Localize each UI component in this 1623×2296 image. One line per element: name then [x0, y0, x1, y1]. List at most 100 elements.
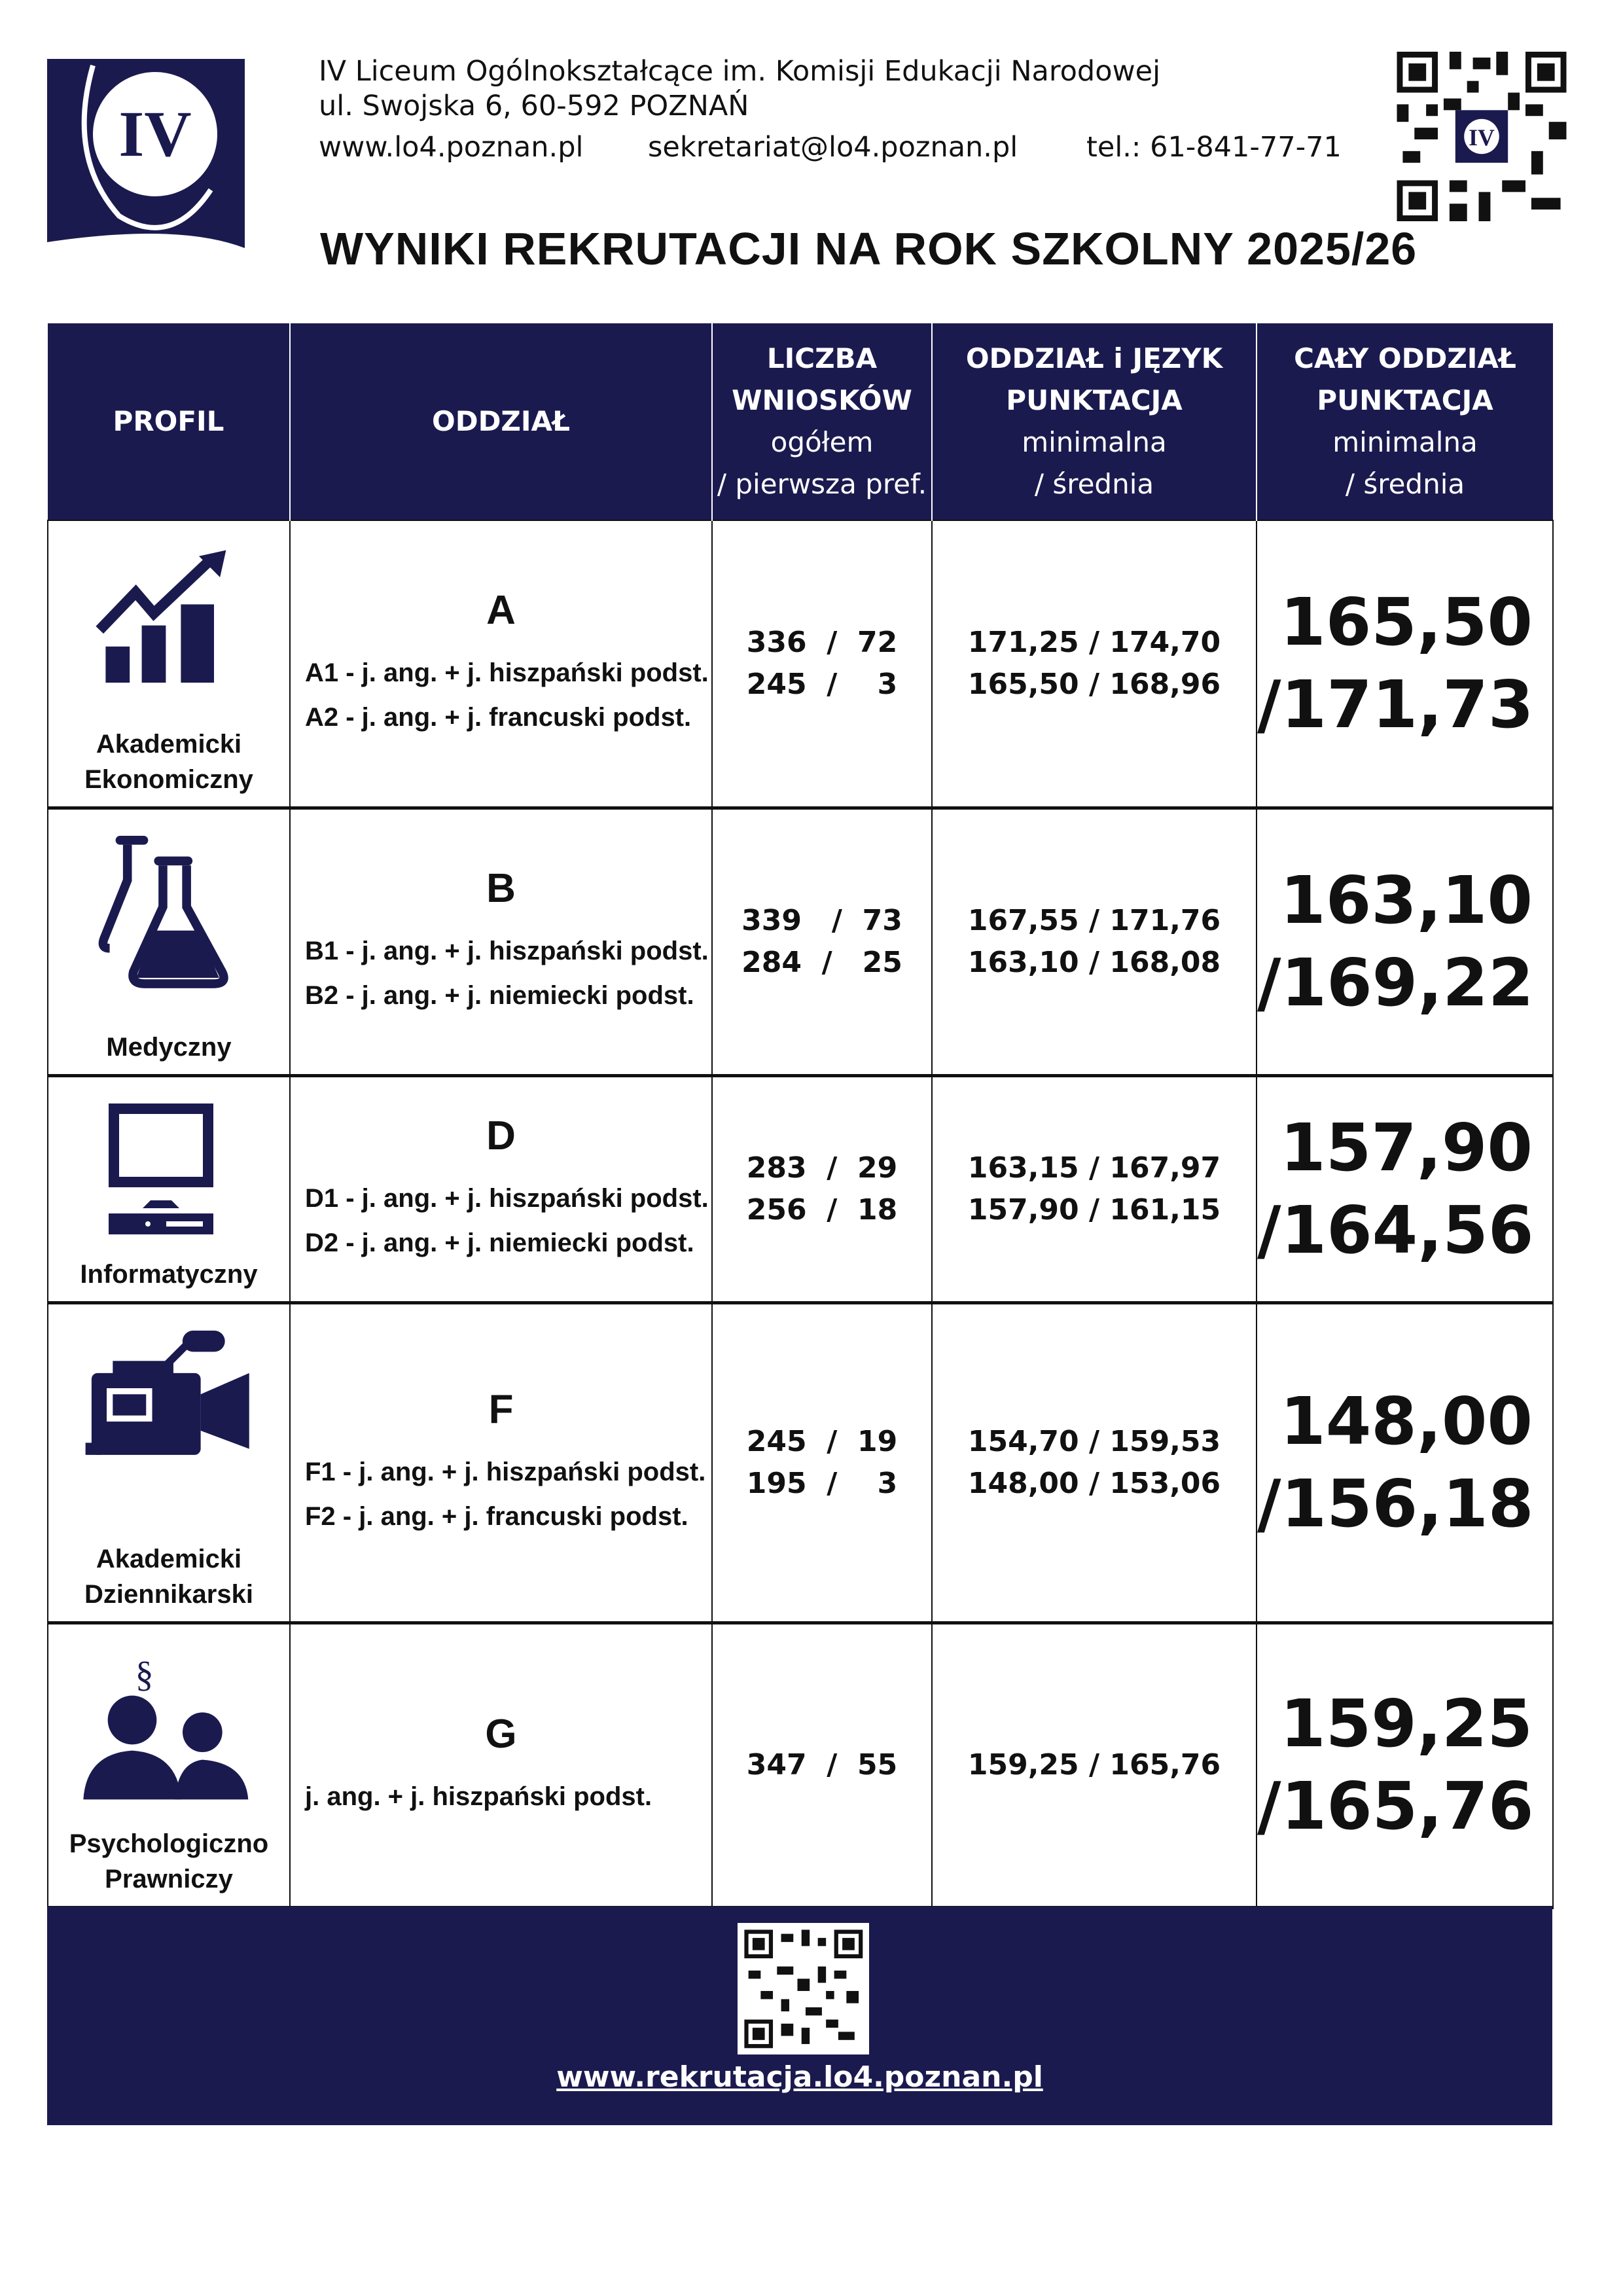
scores-1: 167,55 / 171,76 — [967, 903, 1221, 937]
applications-1: 339 / 73 — [741, 903, 902, 937]
subclass-2: D2 - j. ang. + j. niemiecki podst. — [305, 1229, 694, 1257]
header-profil: PROFIL — [48, 323, 290, 520]
scores-2: 157,90 / 161,15 — [967, 1193, 1221, 1227]
applications-cell: 347 / 55 — [711, 1622, 933, 1909]
scores-1: 154,70 / 159,53 — [967, 1424, 1221, 1458]
total-avg: /169,22 — [1257, 944, 1534, 1021]
applications-2: 195 / 3 — [746, 1466, 898, 1500]
qr-code: IV — [1397, 52, 1567, 221]
profile-cell: Akademicki Ekonomiczny — [47, 520, 291, 810]
subclass-2: F2 - j. ang. + j. francuski podst. — [305, 1502, 688, 1531]
table-header-row: PROFIL ODDZIAŁ LICZBA WNIOSKÓW ogółem / pie… — [48, 323, 1553, 520]
total-scores-cell: 163,10 /169,22 — [1256, 807, 1554, 1077]
total-min: 157,90 — [1280, 1109, 1533, 1186]
subclass-1: D1 - j. ang. + j. hiszpański podst. — [305, 1184, 709, 1213]
profile-label: Informatyczny — [80, 1259, 258, 1289]
applications-1: 347 / 55 — [746, 1748, 898, 1782]
applications-cell: 245 / 19 195 / 3 — [711, 1302, 933, 1624]
total-avg: /165,76 — [1257, 1767, 1534, 1844]
language-scores-cell: 159,25 / 165,76 — [931, 1622, 1257, 1909]
qr-code-footer — [738, 1923, 869, 2054]
total-min: 148,00 — [1280, 1382, 1533, 1460]
people-law-icon: § — [48, 1651, 289, 1814]
subclass-1: B1 - j. ang. + j. hiszpański podst. — [305, 937, 709, 965]
header-liczba: LICZBA WNIOSKÓW ogółem / pierwsza pref. — [711, 323, 932, 520]
table-row: Medyczny B B1 - j. ang. + j. hiszpański … — [47, 807, 1554, 1077]
header-jezyk: ODDZIAŁ i JĘZYK PUNKTACJA minimalna / średn… — [931, 323, 1257, 520]
footer: www.rekrutacja.lo4.poznan.pl — [47, 1907, 1552, 2125]
class-letter: A — [486, 588, 516, 634]
class-cell: F F1 - j. ang. + j. hiszpański podst. F2… — [289, 1302, 713, 1624]
total-min: 163,10 — [1280, 861, 1533, 939]
applications-1: 336 / 72 — [746, 625, 898, 659]
total-min: 165,50 — [1280, 583, 1533, 660]
website-link[interactable]: www.lo4.poznan.pl — [319, 131, 584, 164]
language-scores-cell: 167,55 / 171,76 163,10 / 168,08 — [931, 807, 1257, 1077]
applications-2: 284 / 25 — [741, 945, 902, 979]
class-letter: F — [488, 1387, 514, 1432]
class-cell: B B1 - j. ang. + j. hiszpański podst. B2… — [289, 807, 713, 1077]
applications-2: 256 / 18 — [746, 1193, 898, 1227]
video-camera-icon — [48, 1330, 289, 1481]
svg-text:§: § — [135, 1654, 154, 1695]
profile-cell: Akademicki Dziennikarski — [47, 1302, 291, 1624]
class-cell: A A1 - j. ang. + j. hiszpański podst. A2… — [289, 520, 713, 810]
total-min: 159,25 — [1280, 1685, 1533, 1762]
class-cell: D D1 - j. ang. + j. hiszpański podst. D2… — [289, 1075, 713, 1304]
computer-icon — [48, 1103, 289, 1261]
total-avg: /156,18 — [1257, 1465, 1534, 1542]
applications-2: 245 / 3 — [746, 667, 898, 701]
scores-2: 148,00 / 153,06 — [967, 1466, 1221, 1500]
scores-1: 163,15 / 167,97 — [967, 1151, 1221, 1185]
total-scores-cell: 159,25 /165,76 — [1256, 1622, 1554, 1909]
results-table: PROFIL ODDZIAŁ LICZBA WNIOSKÓW ogółem / pie… — [47, 323, 1554, 1909]
applications-1: 283 / 29 — [746, 1151, 898, 1185]
language-scores-cell: 163,15 / 167,97 157,90 / 161,15 — [931, 1075, 1257, 1304]
language-scores-cell: 171,25 / 174,70 165,50 / 168,96 — [931, 520, 1257, 810]
chart-growth-icon — [48, 547, 289, 704]
profile-cell: Medyczny — [47, 807, 291, 1077]
table-row: Akademicki Dziennikarski F F1 - j. ang. +… — [47, 1302, 1554, 1624]
header-oddzial: ODDZIAŁ — [289, 323, 712, 520]
language-scores-cell: 154,70 / 159,53 148,00 / 153,06 — [931, 1302, 1257, 1624]
total-avg: /171,73 — [1257, 666, 1534, 743]
total-avg: /164,56 — [1257, 1191, 1534, 1268]
svg-text:IV: IV — [1469, 124, 1495, 151]
total-scores-cell: 157,90 /164,56 — [1256, 1075, 1554, 1304]
table-row: § Psychologiczno Prawniczy G j. ang. + j.… — [47, 1622, 1554, 1909]
profile-cell: § Psychologiczno Prawniczy — [47, 1622, 291, 1909]
school-name: IV Liceum Ogólnokształcące im. Komisji E… — [319, 55, 1161, 88]
phone-number: tel.: 61-841-77-71 — [1086, 131, 1342, 164]
applications-1: 245 / 19 — [746, 1424, 898, 1458]
scores-2: 163,10 / 168,08 — [967, 945, 1221, 979]
profile-label: Akademicki Dziennikarski — [84, 1544, 253, 1609]
class-letter: G — [485, 1712, 517, 1757]
table-row: Akademicki Ekonomiczny A A1 - j. ang. + j… — [47, 520, 1554, 810]
applications-cell: 339 / 73 284 / 25 — [711, 807, 933, 1077]
profile-label: Akademicki Ekonomiczny — [84, 729, 253, 794]
profile-cell: Informatyczny — [47, 1075, 291, 1304]
table-row: Informatyczny D D1 - j. ang. + j. hiszpa… — [47, 1075, 1554, 1304]
email-link[interactable]: sekretariat@lo4.poznan.pl — [648, 131, 1018, 164]
applications-cell: 336 / 72 245 / 3 — [711, 520, 933, 810]
flask-icon — [48, 835, 289, 1013]
subclass-1: A1 - j. ang. + j. hiszpański podst. — [305, 658, 709, 688]
applications-cell: 283 / 29 256 / 18 — [711, 1075, 933, 1304]
subclass-1: j. ang. + j. hiszpański podst. — [305, 1782, 652, 1811]
scores-1: 159,25 / 165,76 — [967, 1748, 1221, 1782]
class-cell: G j. ang. + j. hiszpański podst. — [289, 1622, 713, 1909]
svg-text:IV: IV — [118, 98, 191, 170]
subclass-1: F1 - j. ang. + j. hiszpański podst. — [305, 1458, 706, 1486]
page-title: WYNIKI REKRUTACJI NA ROK SZKOLNY 2025/26 — [320, 223, 1418, 274]
header-caly: CAŁY ODDZIAŁ PUNKTACJA minimalna / średnia — [1256, 323, 1553, 520]
class-letter: D — [486, 1113, 516, 1158]
total-scores-cell: 148,00 /156,18 — [1256, 1302, 1554, 1624]
school-address: ul. Swojska 6, 60-592 POZNAŃ — [319, 90, 749, 122]
subclass-2: A2 - j. ang. + j. francuski podst. — [305, 703, 692, 732]
subclass-2: B2 - j. ang. + j. niemiecki podst. — [305, 981, 694, 1010]
recruitment-link[interactable]: www.rekrutacja.lo4.poznan.pl — [556, 2060, 1043, 2094]
total-scores-cell: 165,50 /171,73 — [1256, 520, 1554, 810]
class-letter: B — [486, 866, 516, 911]
profile-label: Medyczny — [106, 1032, 232, 1062]
scores-1: 171,25 / 174,70 — [967, 625, 1221, 659]
